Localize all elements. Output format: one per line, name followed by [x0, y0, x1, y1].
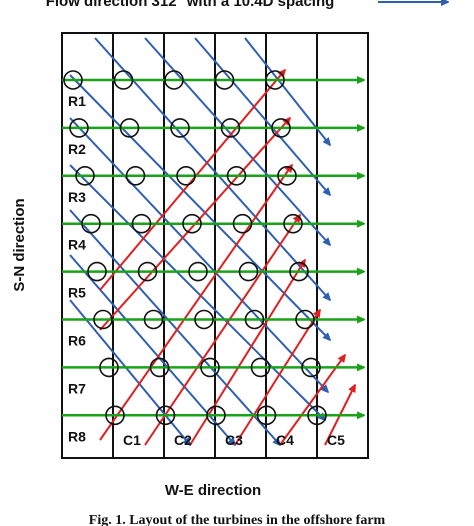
wake-line-red: [144, 215, 300, 446]
turbine: [301, 357, 321, 378]
column-label: C4: [276, 432, 294, 448]
wake-line-blue: [69, 117, 328, 392]
row-label: R3: [68, 189, 86, 205]
wake-line-red: [99, 165, 292, 441]
turbine: [277, 166, 297, 186]
turbine: [87, 261, 107, 282]
column-label: C2: [174, 432, 192, 448]
turbine: [170, 118, 190, 138]
turbine: [182, 213, 202, 234]
row-label: R1: [68, 93, 86, 109]
column-label: C3: [225, 432, 243, 448]
turbine: [271, 118, 291, 138]
turbine: [63, 70, 83, 90]
wake-line-blue: [94, 37, 330, 300]
grid-layout: R1 R2 R3 R4 R5 R6 R7 R8 C1 C2 C3 C4 C5: [61, 32, 369, 459]
turbine: [105, 405, 125, 426]
turbine: [214, 70, 235, 90]
wake-line-blue: [69, 299, 190, 445]
turbine: [283, 213, 303, 234]
turbine: [131, 213, 152, 234]
x-axis-label: W-E direction: [165, 482, 261, 499]
turbine: [149, 357, 170, 378]
turbine: [206, 405, 226, 426]
wake-line-red: [234, 310, 320, 446]
turbine: [265, 70, 285, 90]
turbine: [75, 166, 95, 186]
row-label: R8: [68, 428, 86, 444]
turbine: [176, 166, 196, 186]
wake-line-blue: [69, 74, 330, 340]
wake-line-red: [279, 355, 345, 446]
wake-line-blue: [69, 164, 325, 420]
y-axis-label: S-N direction: [11, 198, 28, 291]
turbine: [143, 309, 164, 330]
turbine: [99, 357, 119, 378]
turbine: [295, 309, 315, 330]
caption: Fig. 1. Layout of the turbines in the of…: [89, 513, 386, 526]
turbine: [256, 405, 277, 426]
turbine: [188, 261, 208, 282]
turbine: [125, 166, 146, 186]
column-label: C1: [123, 432, 141, 448]
column-label: C5: [327, 432, 345, 448]
turbine: [238, 261, 259, 282]
turbine: [200, 357, 220, 378]
turbine: [155, 405, 176, 426]
turbine: [81, 213, 101, 234]
turbine: [69, 118, 89, 138]
wake-line-blue: [194, 37, 330, 195]
turbine: [226, 166, 247, 186]
turbine: [307, 405, 327, 426]
row-label: R4: [68, 237, 86, 253]
turbine: [164, 70, 184, 90]
row-label: R7: [68, 380, 86, 396]
turbine: [232, 213, 253, 234]
wake-line-blue: [69, 209, 280, 445]
turbine: [289, 261, 309, 282]
title: Flow direction 312° with a 10.4D spacing: [46, 0, 335, 10]
turbine: [194, 309, 214, 330]
turbine: [250, 357, 271, 378]
turbine: [244, 309, 265, 330]
wake-line-red: [99, 70, 285, 291]
row-label: R5: [68, 285, 86, 301]
turbine: [137, 261, 158, 282]
wake-line-blue: [144, 37, 330, 245]
row-label: R6: [68, 333, 86, 349]
row-label: R2: [68, 141, 86, 157]
turbine: [220, 118, 241, 138]
turbine: [119, 118, 140, 138]
turbine: [93, 309, 113, 330]
turbine: [113, 70, 134, 90]
